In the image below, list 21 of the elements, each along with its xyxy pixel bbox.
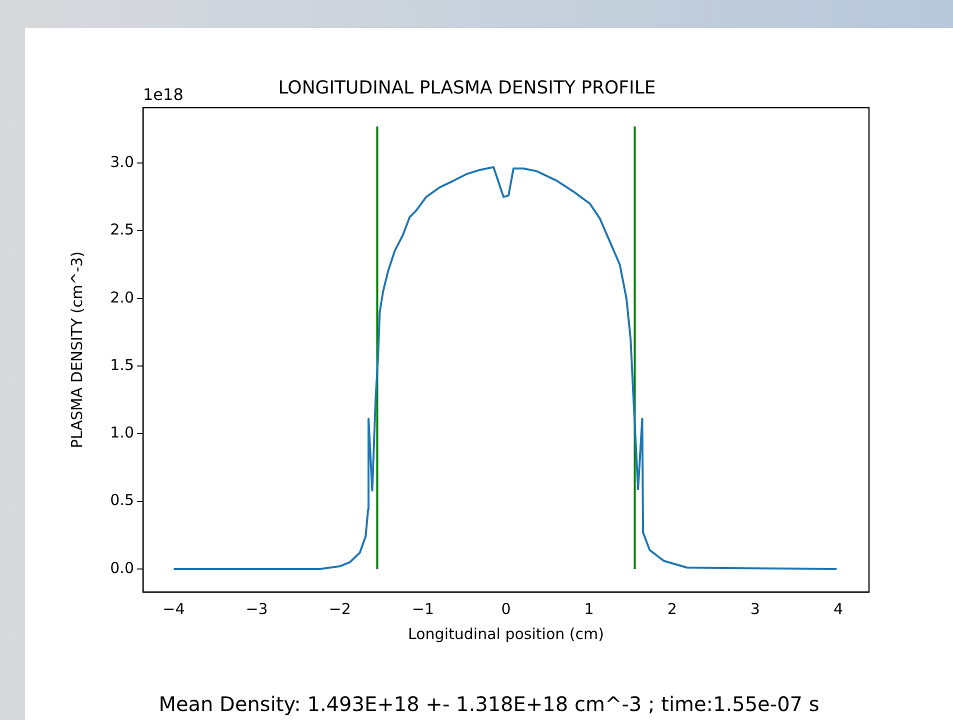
text: Mean Density: 1.493E+18 +- 1.318E+18 cm^-3 ; time:1.55e-07 s: [158, 692, 820, 716]
x-tick-label: −4: [162, 600, 185, 618]
x-tick-label: 3: [750, 600, 760, 618]
x-tick-label: 1: [584, 600, 594, 618]
x-axis-title: Longitudinal position (cm): [408, 624, 604, 643]
y-tick-label: 0.5: [110, 491, 134, 510]
y-tick-label: 0.0: [110, 558, 134, 577]
x-tick-label: −2: [328, 600, 351, 618]
x-tick-label: 0: [501, 600, 511, 618]
y-tick-label: 2.0: [110, 288, 134, 306]
y-tick-label: 1.5: [110, 356, 134, 374]
x-tick-label: 2: [667, 600, 677, 618]
y-tick-label: 1.0: [110, 424, 134, 442]
text: 1e18: [143, 84, 184, 104]
x-tick-label: −1: [412, 600, 434, 618]
x-tick-label: 4: [833, 600, 844, 618]
x-tick-label: −3: [246, 600, 268, 618]
chart-title: LONGITUDINAL PLASMA DENSITY PROFILE: [278, 77, 656, 98]
y-tick-label: 3.0: [110, 152, 134, 171]
y-axis-title: PLASMA DENSITY (cm^-3): [68, 251, 86, 448]
y-tick-label: 2.5: [110, 220, 134, 239]
